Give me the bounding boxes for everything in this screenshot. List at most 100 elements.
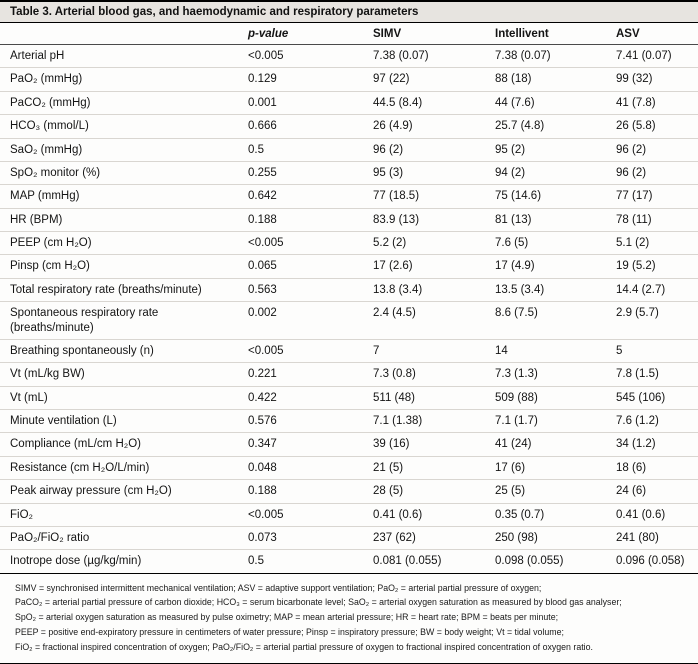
parameter-cell: FiO₂	[0, 503, 244, 527]
parameter-cell: Total respiratory rate (breaths/minute)	[0, 278, 244, 303]
value-cell: 7.1 (1.38)	[369, 409, 491, 434]
footnote-line: PaCO₂ = arterial partial pressure of car…	[15, 597, 622, 608]
value-cell: 75 (14.6)	[491, 184, 612, 209]
p-value-cell: <0.005	[244, 231, 369, 256]
value-cell: 2.4 (4.5)	[369, 301, 491, 340]
value-cell: 17 (4.9)	[491, 254, 612, 279]
value-cell: 13.8 (3.4)	[369, 278, 491, 303]
parameters-table: p-value SIMV Intellivent ASV Arterial pH <0.…	[0, 23, 698, 574]
value-cell: 7.6 (1.2)	[612, 409, 698, 434]
value-cell: 13.5 (3.4)	[491, 278, 612, 303]
p-value-cell: 0.576	[244, 409, 369, 434]
value-cell: 77 (18.5)	[369, 184, 491, 209]
parameter-cell: Compliance (mL/cm H₂O)	[0, 432, 244, 457]
value-cell: 28 (5)	[369, 479, 491, 504]
value-cell: 24 (6)	[612, 479, 698, 504]
value-cell: 509 (88)	[491, 386, 612, 411]
parameter-cell: Arterial pH	[0, 44, 244, 69]
value-cell: 7.41 (0.07)	[612, 44, 698, 69]
table-row: Compliance (mL/cm H₂O) 0.347 39 (16) 41 (24…	[0, 432, 698, 457]
value-cell: 34 (1.2)	[612, 432, 698, 457]
value-cell: 7.3 (0.8)	[369, 362, 491, 387]
value-cell: 21 (5)	[369, 456, 491, 481]
value-cell: 7.6 (5)	[491, 231, 612, 256]
parameter-cell: Spontaneous respiratory rate (breaths/mi…	[0, 301, 244, 340]
parameter-cell: Inotrope dose (µg/kg/min)	[0, 549, 244, 574]
p-value-cell: 0.221	[244, 362, 369, 387]
p-value-cell: 0.347	[244, 432, 369, 457]
table-row: Vt (mL/kg BW) 0.221 7.3 (0.8) 7.3 (1.3) 7.8 …	[0, 362, 698, 387]
table-row: PaO₂ (mmHg) 0.129 97 (22) 88 (18) 99 (32)	[0, 67, 698, 92]
value-cell: 250 (98)	[491, 526, 612, 551]
value-cell: 237 (62)	[369, 526, 491, 551]
column-header: ASV	[612, 23, 698, 45]
value-cell: 99 (32)	[612, 67, 698, 92]
value-cell: 94 (2)	[491, 161, 612, 186]
table-row: PaO₂/FiO₂ ratio 0.073 237 (62) 250 (98) 241 …	[0, 526, 698, 551]
value-cell: 0.41 (0.6)	[612, 503, 698, 527]
parameter-cell: Breathing spontaneously (n)	[0, 339, 244, 364]
value-cell: 0.098 (0.055)	[491, 549, 612, 574]
footnote-line: SpO₂ = arterial oxygen saturation as mea…	[15, 612, 559, 623]
value-cell: 88 (18)	[491, 67, 612, 92]
parameter-cell: Pinsp (cm H₂O)	[0, 254, 244, 279]
value-cell: 17 (2.6)	[369, 254, 491, 279]
p-value-cell: <0.005	[244, 44, 369, 69]
p-value-cell: <0.005	[244, 339, 369, 364]
parameter-cell: Peak airway pressure (cm H₂O)	[0, 479, 244, 504]
p-value-cell: 0.129	[244, 67, 369, 92]
p-value-cell: <0.005	[244, 503, 369, 527]
value-cell: 7.38 (0.07)	[369, 44, 491, 69]
header-row: p-value SIMV Intellivent ASV	[0, 23, 698, 45]
parameter-cell: PaO₂ (mmHg)	[0, 67, 244, 92]
table-row: FiO₂ <0.005 0.41 (0.6) 0.35 (0.7) 0.41 (0.6)	[0, 503, 698, 527]
table-title: Table 3. Arterial blood gas, and haemody…	[0, 0, 698, 23]
p-value-cell: 0.5	[244, 549, 369, 574]
value-cell: 96 (2)	[612, 161, 698, 186]
value-cell: 7.8 (1.5)	[612, 362, 698, 387]
value-cell: 26 (4.9)	[369, 114, 491, 139]
value-cell: 7.1 (1.7)	[491, 409, 612, 434]
value-cell: 0.41 (0.6)	[369, 503, 491, 527]
value-cell: 5.2 (2)	[369, 231, 491, 256]
value-cell: 7	[369, 339, 491, 364]
table-row: Inotrope dose (µg/kg/min) 0.5 0.081 (0.055…	[0, 549, 698, 574]
table-row: Minute ventilation (L) 0.576 7.1 (1.38) 7.1…	[0, 409, 698, 434]
table-row: HCO₃ (mmol/L) 0.666 26 (4.9) 25.7 (4.8) 26 (…	[0, 114, 698, 139]
value-cell: 8.6 (7.5)	[491, 301, 612, 340]
value-cell: 96 (2)	[612, 138, 698, 162]
footnote-line: SIMV = synchronised intermittent mechani…	[15, 582, 542, 593]
p-value-cell: 0.666	[244, 114, 369, 139]
p-value-cell: 0.188	[244, 208, 369, 233]
value-cell: 77 (17)	[612, 184, 698, 209]
value-cell: 545 (106)	[612, 386, 698, 411]
value-cell: 14.4 (2.7)	[612, 278, 698, 303]
value-cell: 41 (24)	[491, 432, 612, 457]
value-cell: 0.081 (0.055)	[369, 549, 491, 574]
parameter-cell: HCO₃ (mmol/L)	[0, 114, 244, 139]
table-row: Pinsp (cm H₂O) 0.065 17 (2.6) 17 (4.9) 19 (5…	[0, 254, 698, 279]
value-cell: 25 (5)	[491, 479, 612, 504]
parameter-cell: Vt (mL/kg BW)	[0, 362, 244, 387]
table-row: Total respiratory rate (breaths/minute) 0…	[0, 278, 698, 303]
value-cell: 241 (80)	[612, 526, 698, 551]
parameter-cell: Vt (mL)	[0, 386, 244, 411]
value-cell: 18 (6)	[612, 456, 698, 481]
value-cell: 41 (7.8)	[612, 91, 698, 116]
footnote-line: PEEP = positive end-expiratory pressure …	[15, 626, 564, 637]
value-cell: 96 (2)	[369, 138, 491, 162]
table-row: MAP (mmHg) 0.642 77 (18.5) 75 (14.6) 77 (17)	[0, 184, 698, 209]
p-value-cell: 0.048	[244, 456, 369, 481]
value-cell: 7.38 (0.07)	[491, 44, 612, 69]
column-header: p-value	[244, 23, 369, 45]
value-cell: 2.9 (5.7)	[612, 301, 698, 340]
table-row: PaCO₂ (mmHg) 0.001 44.5 (8.4) 44 (7.6) 41 (7…	[0, 91, 698, 116]
footnotes-block: SIMV = synchronised intermittent mechani…	[0, 574, 698, 664]
parameter-cell: PaCO₂ (mmHg)	[0, 91, 244, 116]
value-cell: 17 (6)	[491, 456, 612, 481]
p-value-cell: 0.065	[244, 254, 369, 279]
value-cell: 25.7 (4.8)	[491, 114, 612, 139]
column-header: SIMV	[369, 23, 491, 45]
value-cell: 44 (7.6)	[491, 91, 612, 116]
